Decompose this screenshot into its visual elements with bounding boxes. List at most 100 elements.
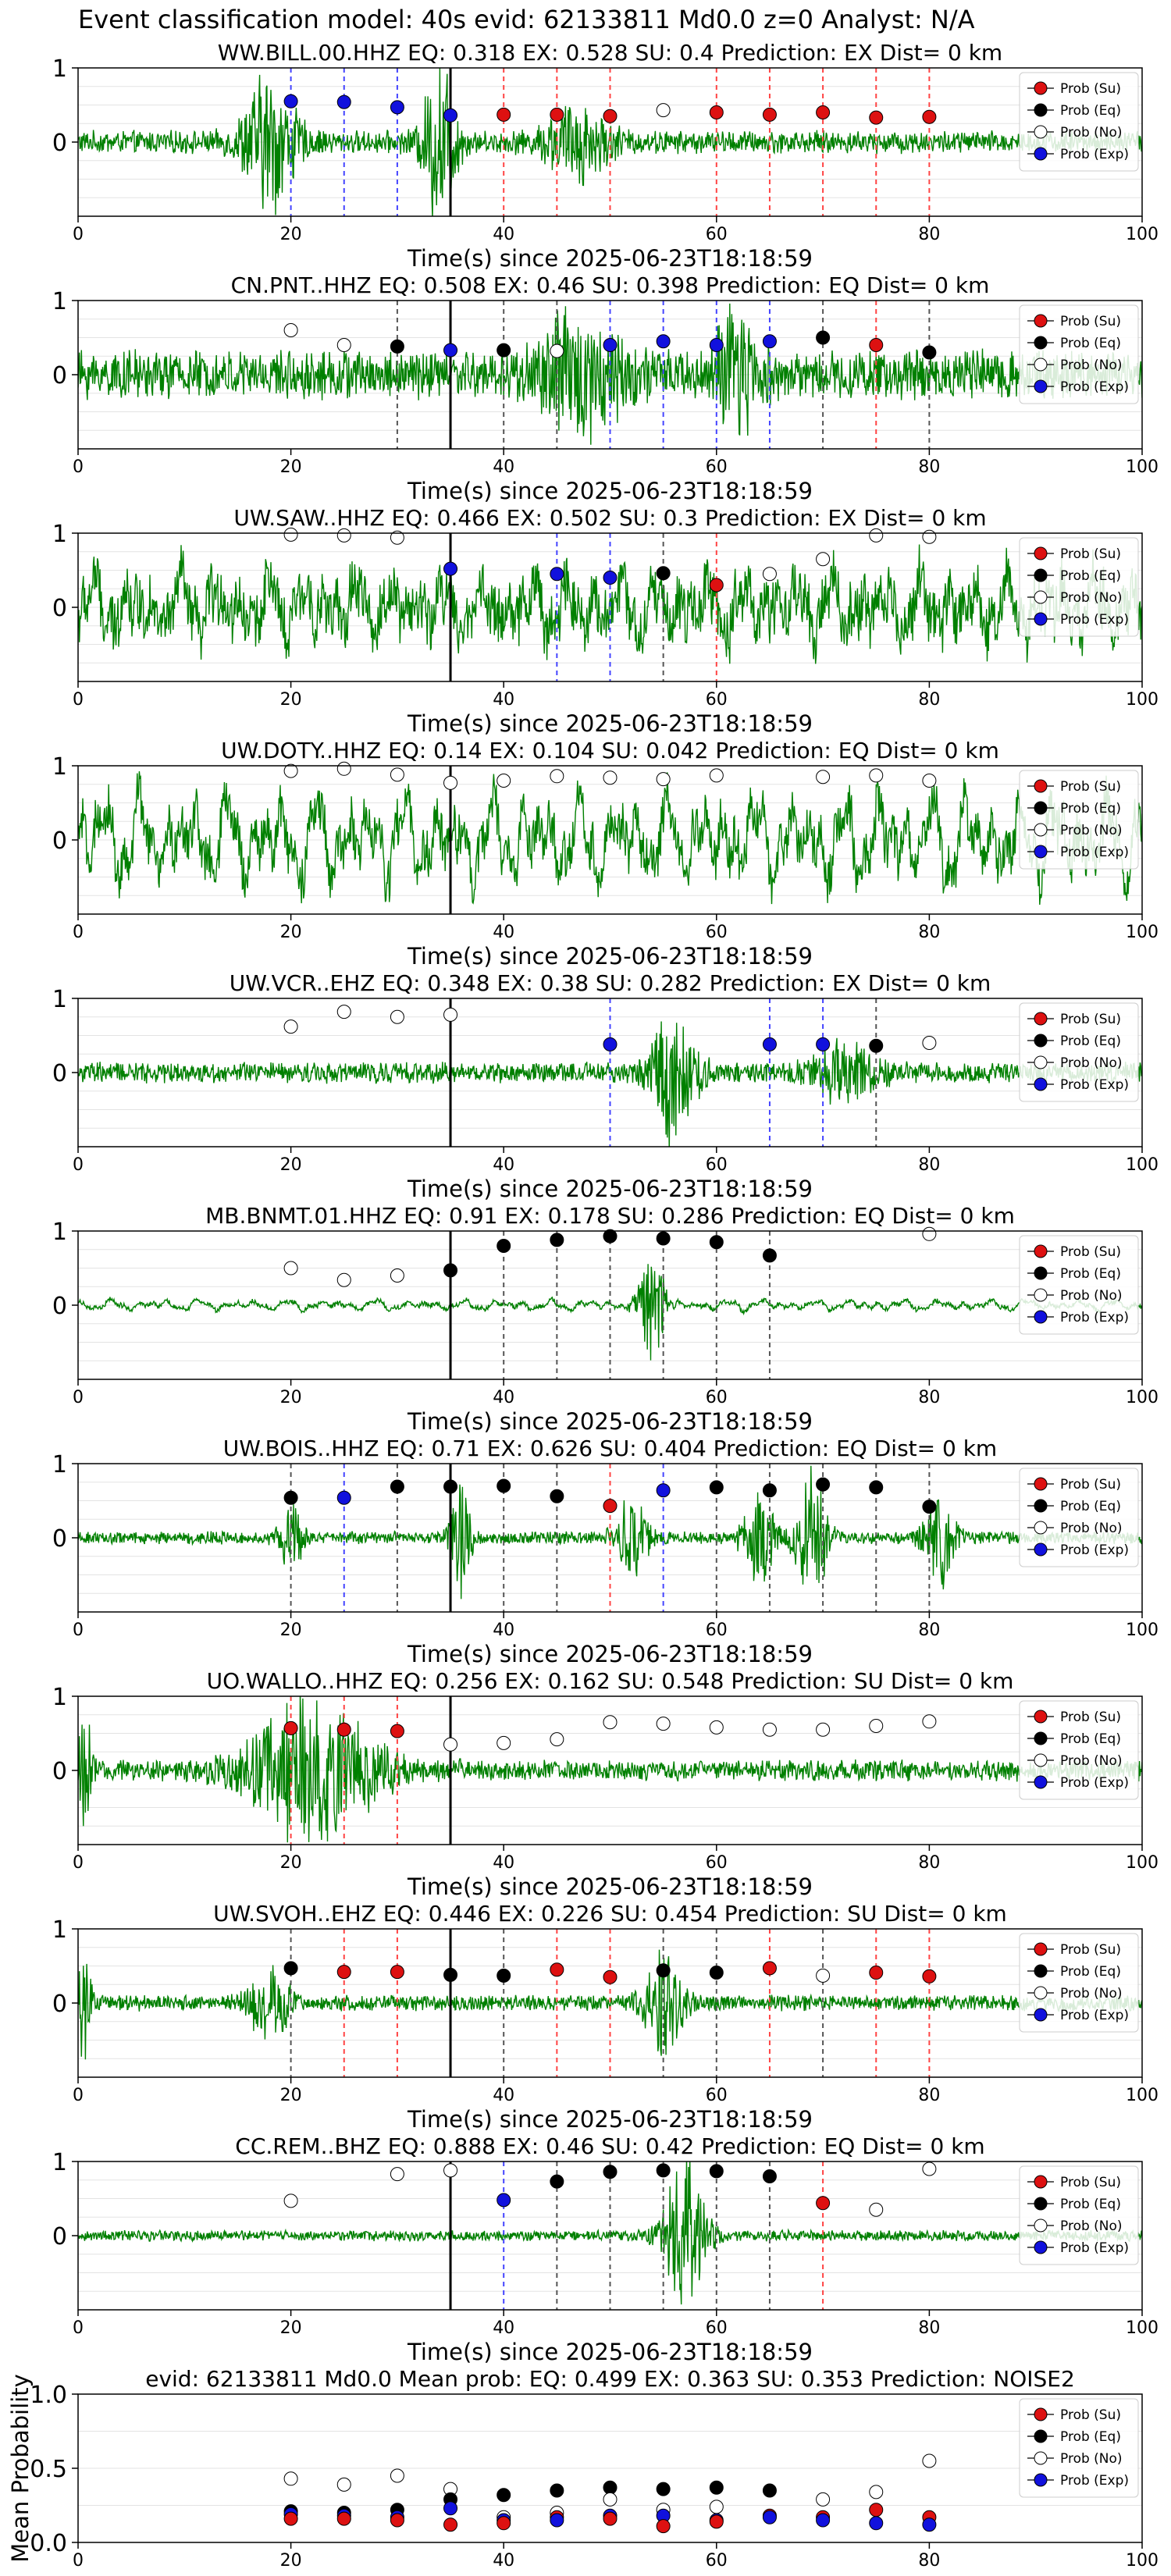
prob-point-no bbox=[550, 769, 564, 784]
prob-point-exp bbox=[443, 343, 458, 358]
x-tick-label: 20 bbox=[280, 457, 302, 477]
legend-marker-exp bbox=[1034, 2240, 1048, 2254]
prob-point-su bbox=[603, 2511, 618, 2526]
x-tick-label: 80 bbox=[918, 1155, 940, 1175]
prob-point-no bbox=[336, 761, 351, 776]
legend-marker-no bbox=[1034, 1753, 1048, 1767]
legend-label: Prob (Exp) bbox=[1060, 1775, 1129, 1791]
legend-box bbox=[1019, 1933, 1139, 2033]
x-tick-label: 60 bbox=[706, 1155, 728, 1175]
prob-point-no bbox=[443, 2163, 458, 2178]
legend-label: Prob (Su) bbox=[1060, 1942, 1121, 1958]
legend-marker-eq bbox=[1034, 801, 1048, 815]
x-axis-label: Time(s) since 2025-06-23T18:18:59 bbox=[407, 245, 813, 272]
prob-point-eq bbox=[922, 1500, 937, 1514]
prob-point-no bbox=[283, 763, 298, 778]
prob-point-su bbox=[869, 110, 884, 125]
y-tick-label: 0 bbox=[52, 1293, 67, 1320]
plot-area bbox=[78, 1929, 1142, 2077]
x-tick-label: 0 bbox=[73, 1388, 84, 1407]
legend-marker-eq bbox=[1034, 2429, 1048, 2443]
x-tick-label: 20 bbox=[280, 923, 302, 942]
prob-point-su bbox=[869, 1966, 884, 1980]
legend: Prob (Su) Prob (Eq) Prob (No) Prob (Exp) bbox=[1019, 2398, 1139, 2498]
prob-point-no bbox=[497, 1735, 511, 1750]
legend-label: Prob (Su) bbox=[1060, 81, 1121, 97]
panel-title: UW.SAW..HHZ EQ: 0.466 EX: 0.502 SU: 0.3 … bbox=[233, 505, 986, 531]
y-tick-label: 1 bbox=[52, 1219, 67, 1246]
legend-label: Prob (Exp) bbox=[1060, 612, 1129, 628]
prob-point-exp bbox=[336, 1490, 351, 1505]
x-tick-label: 0 bbox=[73, 225, 84, 244]
prob-point-exp bbox=[443, 561, 458, 576]
prob-point-su bbox=[762, 1961, 777, 1976]
legend: Prob (Su) Prob (Eq) Prob (No) Prob (Exp) bbox=[1019, 1468, 1139, 1567]
x-tick-label: 0 bbox=[73, 923, 84, 942]
x-tick-label: 80 bbox=[918, 1621, 940, 1640]
prob-point-su bbox=[709, 105, 724, 119]
legend-label: Prob (Su) bbox=[1060, 2175, 1121, 2190]
prob-point-su bbox=[390, 1965, 404, 1980]
x-tick-label: 0 bbox=[73, 690, 84, 710]
legend-marker-no bbox=[1034, 358, 1048, 372]
prob-point-no bbox=[922, 1714, 937, 1729]
x-tick-label: 80 bbox=[918, 1388, 940, 1407]
y-tick-label: 1 bbox=[52, 2149, 67, 2176]
prob-point-no bbox=[709, 768, 724, 783]
prob-point-eq bbox=[709, 1235, 724, 1250]
plot-area bbox=[78, 2161, 1142, 2310]
legend-marker-exp bbox=[1034, 379, 1048, 393]
prob-point-no bbox=[603, 770, 618, 785]
prob-point-eq bbox=[762, 1483, 777, 1498]
legend-label: Prob (No) bbox=[1060, 823, 1123, 838]
prob-point-no bbox=[603, 1715, 618, 1730]
prob-point-exp bbox=[816, 1037, 831, 1051]
prob-point-eq bbox=[816, 330, 831, 345]
panel-title: UW.BOIS..HHZ EQ: 0.71 EX: 0.626 SU: 0.40… bbox=[223, 1436, 997, 1461]
prob-point-exp bbox=[922, 2517, 937, 2532]
legend: Prob (Su) Prob (Eq) Prob (No) Prob (Exp) bbox=[1019, 537, 1139, 637]
y-tick-label: 1 bbox=[52, 1684, 67, 1711]
legend-box bbox=[1019, 1235, 1139, 1335]
prob-point-eq bbox=[497, 1968, 511, 1983]
y-tick-label: 1 bbox=[52, 55, 67, 83]
prob-point-no bbox=[336, 2477, 351, 2492]
x-tick-label: 20 bbox=[280, 225, 302, 244]
prob-point-su bbox=[550, 1962, 564, 1977]
prob-point-su bbox=[603, 1969, 618, 1984]
x-tick-label: 80 bbox=[918, 225, 940, 244]
prob-point-eq bbox=[922, 345, 937, 360]
prob-point-exp bbox=[656, 1483, 671, 1498]
x-tick-label: 60 bbox=[706, 225, 728, 244]
x-tick-label: 80 bbox=[918, 457, 940, 477]
panel-title: UW.SVOH..EHZ EQ: 0.446 EX: 0.226 SU: 0.4… bbox=[213, 1901, 1007, 1927]
x-tick-label: 80 bbox=[918, 2318, 940, 2338]
legend-box bbox=[1019, 1700, 1139, 1800]
prob-point-exp bbox=[709, 338, 724, 352]
x-tick-label: 100 bbox=[1126, 2551, 1159, 2571]
legend-label: Prob (Eq) bbox=[1060, 1266, 1121, 1282]
prob-point-exp bbox=[762, 2510, 777, 2524]
x-tick-label: 40 bbox=[493, 2086, 514, 2105]
prob-point-exp bbox=[550, 567, 564, 582]
prob-point-no bbox=[656, 103, 671, 118]
legend-marker-exp bbox=[1034, 1775, 1048, 1789]
legend-label: Prob (Exp) bbox=[1060, 379, 1129, 395]
x-tick-label: 80 bbox=[918, 1853, 940, 1873]
plot-area bbox=[78, 68, 1142, 216]
y-tick-label: 0.0 bbox=[30, 2530, 67, 2557]
prob-point-no bbox=[283, 527, 298, 542]
y-tick-label: 0 bbox=[52, 1525, 67, 1553]
panel-3: UW.SAW..HHZ EQ: 0.466 EX: 0.502 SU: 0.3 … bbox=[52, 505, 1159, 737]
prob-point-su bbox=[869, 338, 884, 352]
prob-point-no bbox=[869, 2202, 884, 2217]
y-tick-label: 1 bbox=[52, 753, 67, 781]
x-tick-label: 40 bbox=[493, 1155, 514, 1175]
legend: Prob (Su) Prob (Eq) Prob (No) Prob (Exp) bbox=[1019, 2165, 1139, 2265]
legend: Prob (Su) Prob (Eq) Prob (No) Prob (Exp) bbox=[1019, 72, 1139, 172]
legend-marker-no bbox=[1034, 2451, 1048, 2465]
prob-point-no bbox=[390, 530, 404, 545]
legend-box bbox=[1019, 2398, 1139, 2498]
x-tick-label: 20 bbox=[280, 2551, 302, 2571]
legend-box bbox=[1019, 304, 1139, 404]
